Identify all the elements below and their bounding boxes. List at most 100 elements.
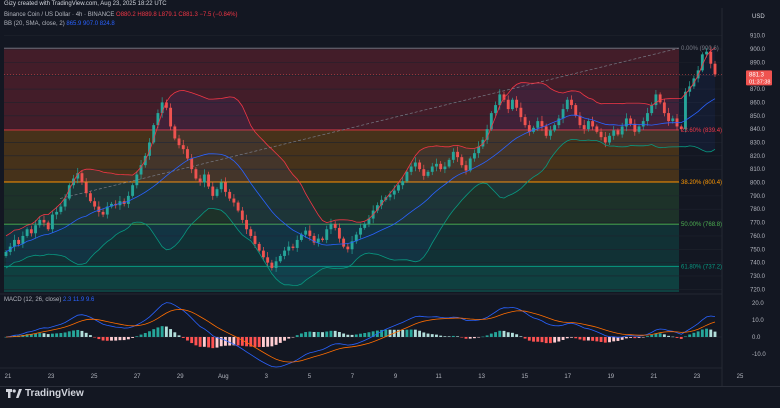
- candle-141: [599, 128, 603, 141]
- candle-body-34: [148, 142, 151, 156]
- candle-body-37: [160, 102, 164, 114]
- candle-body-11: [50, 214, 54, 230]
- candle-body-86: [367, 218, 371, 224]
- bb-label: BB (20, SMA, close, 2): [4, 21, 65, 27]
- candle-9: [42, 215, 46, 227]
- candle-body-41: [177, 138, 181, 146]
- macd-hist-123: [523, 336, 527, 339]
- candle-body-78: [333, 223, 337, 228]
- price-tick-18: 730.0: [750, 274, 766, 280]
- macd-hist-50: [215, 336, 219, 348]
- candle-136: [578, 112, 582, 129]
- macd-tick-0: 20.0: [752, 301, 764, 307]
- candle-body-89: [380, 199, 384, 206]
- candle-body-104: [443, 166, 447, 170]
- candle-60: [257, 241, 261, 253]
- candle-body-102: [435, 163, 438, 167]
- macd-hist-122: [519, 336, 523, 337]
- macd-hist-140: [595, 336, 599, 342]
- macd-hist-77: [329, 330, 333, 337]
- macd-hist-40: [173, 332, 177, 337]
- candle-138: [586, 118, 590, 132]
- candle-body-94: [401, 181, 405, 186]
- candle-body-100: [426, 171, 430, 176]
- macd-hist-84: [359, 333, 362, 337]
- time-label-3: 27: [134, 374, 141, 380]
- macd-hist-106: [451, 335, 455, 337]
- candle-body-115: [489, 113, 493, 130]
- candle-body-40: [173, 126, 177, 139]
- symbol-legend[interactable]: Binance Coin / US Dollar · 4h · BINANCE …: [4, 12, 237, 18]
- bb-legend[interactable]: BB (20, SMA, close, 2) 865.9 907.0 824.8: [4, 21, 115, 27]
- countdown-timer: 01:37:38: [749, 79, 770, 85]
- candle-body-77: [329, 223, 333, 230]
- candle-body-50: [215, 189, 219, 196]
- macd-tick-1: 10.0: [752, 318, 764, 324]
- candle-121: [515, 96, 519, 112]
- price-tick-0: 910.0: [750, 34, 766, 40]
- candle-body-36: [156, 113, 160, 126]
- candle-54: [232, 194, 236, 207]
- candle-140: [595, 124, 599, 134]
- candle-34: [148, 138, 151, 160]
- macd-hist-42: [181, 336, 185, 338]
- macd-hist-5: [25, 334, 29, 337]
- macd-hist-149: [633, 336, 637, 339]
- macd-hist-59: [253, 336, 257, 347]
- fib-label-4: 61.80% (737.2): [681, 264, 722, 270]
- candle-103: [439, 161, 443, 172]
- candle-body-49: [211, 186, 215, 196]
- candle-body-99: [422, 169, 426, 176]
- macd-hist-151: [641, 336, 645, 338]
- candle-152: [646, 107, 649, 126]
- time-label-17: 25: [737, 374, 744, 380]
- macd-hist-18: [80, 330, 84, 337]
- macd-hist-63: [270, 336, 274, 347]
- macd-hist-138: [586, 336, 590, 341]
- bollinger-band-fill: [6, 48, 715, 286]
- macd-hist-109: [464, 336, 468, 339]
- candle-32: [139, 159, 143, 180]
- macd-hist-120: [510, 332, 514, 337]
- candle-body-152: [646, 113, 649, 122]
- candle-body-10: [46, 222, 50, 230]
- candle-12: [55, 206, 59, 220]
- macd-hist-29: [126, 336, 130, 340]
- price-tick-17: 740.0: [750, 261, 766, 267]
- candle-body-8: [38, 219, 42, 226]
- macd-hist-113: [481, 336, 485, 338]
- candle-body-81: [346, 246, 350, 250]
- tradingview-brand: TradingView: [25, 388, 84, 399]
- candle-body-31: [135, 174, 139, 186]
- macd-hist-154: [654, 333, 658, 337]
- macd-hist-81: [346, 334, 350, 337]
- macd-hist-70: [299, 333, 303, 337]
- macd-hist-14: [63, 332, 67, 337]
- candle-body-38: [164, 102, 168, 108]
- candle-49: [211, 182, 215, 200]
- candle-122: [519, 102, 523, 122]
- candle-body-157: [667, 113, 671, 122]
- candle-body-7: [34, 225, 37, 234]
- macd-hist-78: [333, 330, 337, 337]
- fib-zone-3: [4, 224, 679, 267]
- candle-68: [291, 243, 295, 251]
- macd-hist-44: [190, 336, 194, 344]
- macd-legend[interactable]: MACD (12, 26, close) 2.3 11.9 9.6: [4, 297, 94, 303]
- candle-body-58: [249, 229, 253, 236]
- candle-25: [110, 201, 113, 209]
- candle-body-62: [266, 257, 270, 263]
- candle-body-12: [55, 211, 59, 215]
- candle-22: [97, 201, 101, 217]
- candle-body-106: [451, 151, 455, 160]
- candle-body-20: [88, 193, 92, 202]
- macd-hist-165: [700, 329, 704, 337]
- candle-145: [616, 128, 620, 137]
- candle-body-108: [460, 157, 464, 166]
- candle-21: [93, 197, 97, 210]
- macd-hist-110: [468, 336, 472, 339]
- macd-hist-153: [650, 334, 654, 337]
- macd-hist-15: [67, 331, 71, 337]
- tradingview-logo[interactable]: TradingView: [6, 388, 84, 399]
